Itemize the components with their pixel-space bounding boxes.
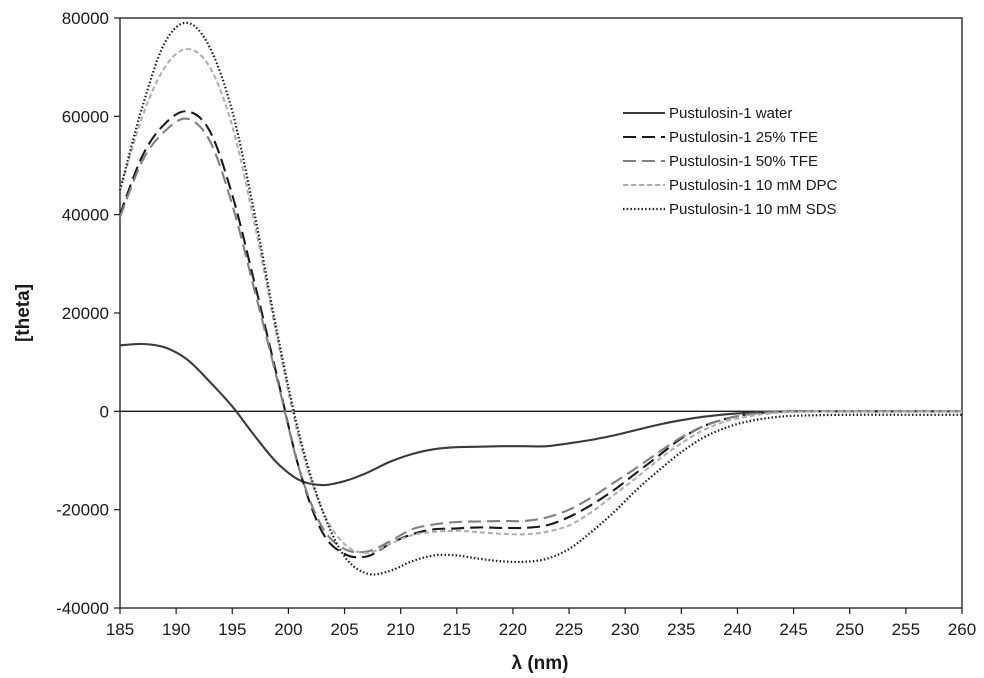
series-line-3 xyxy=(119,117,962,554)
x-tick-label: 195 xyxy=(218,620,246,639)
y-tick-label: 80000 xyxy=(62,9,109,28)
x-axis-ticks: 185 190 195 200 205 210 215 220 225 230 235 240 245 2… xyxy=(106,608,976,639)
legend-label: Pustulosin-1 water xyxy=(669,105,792,122)
x-tick-label: 210 xyxy=(386,620,414,639)
x-tick-label: 220 xyxy=(499,620,527,639)
y-tick-label: -20000 xyxy=(56,501,109,520)
legend-label: Pustulosin-1 25% TFE xyxy=(669,129,818,146)
data-series xyxy=(118,21,962,576)
x-tick-label: 255 xyxy=(892,620,920,639)
x-tick-label: 230 xyxy=(611,620,639,639)
y-tick-label: -40000 xyxy=(56,599,109,618)
x-tick-label: 215 xyxy=(443,620,471,639)
x-tick-label: 235 xyxy=(667,620,695,639)
y-axis-title: [theta] xyxy=(13,284,34,342)
x-tick-label: 225 xyxy=(555,620,583,639)
y-tick-label: 40000 xyxy=(62,206,109,225)
legend-label: Pustulosin-1 50% TFE xyxy=(669,153,818,170)
y-tick-label: 0 xyxy=(100,402,109,421)
y-tick-label: 20000 xyxy=(62,304,109,323)
y-tick-label: 60000 xyxy=(62,107,109,126)
legend-label: Pustulosin-1 10 mM SDS xyxy=(669,201,837,218)
x-tick-label: 185 xyxy=(106,620,134,639)
x-tick-label: 200 xyxy=(274,620,302,639)
x-tick-label: 250 xyxy=(836,620,864,639)
series-line-1 xyxy=(119,342,962,487)
series-line-5 xyxy=(118,21,962,576)
x-tick-label: 260 xyxy=(948,620,976,639)
x-tick-label: 245 xyxy=(779,620,807,639)
x-tick-label: 190 xyxy=(162,620,190,639)
x-tick-label: 205 xyxy=(330,620,358,639)
legend-label: Pustulosin-1 10 mM DPC xyxy=(669,177,838,194)
x-tick-label: 240 xyxy=(723,620,751,639)
x-axis-title: λ (nm) xyxy=(512,653,569,674)
legend: Pustulosin-1 water Pustulosin-1 25% TFE Pu… xyxy=(623,105,838,218)
y-axis-ticks: 80000 60000 40000 20000 0 -20000 -40000 xyxy=(56,9,120,618)
